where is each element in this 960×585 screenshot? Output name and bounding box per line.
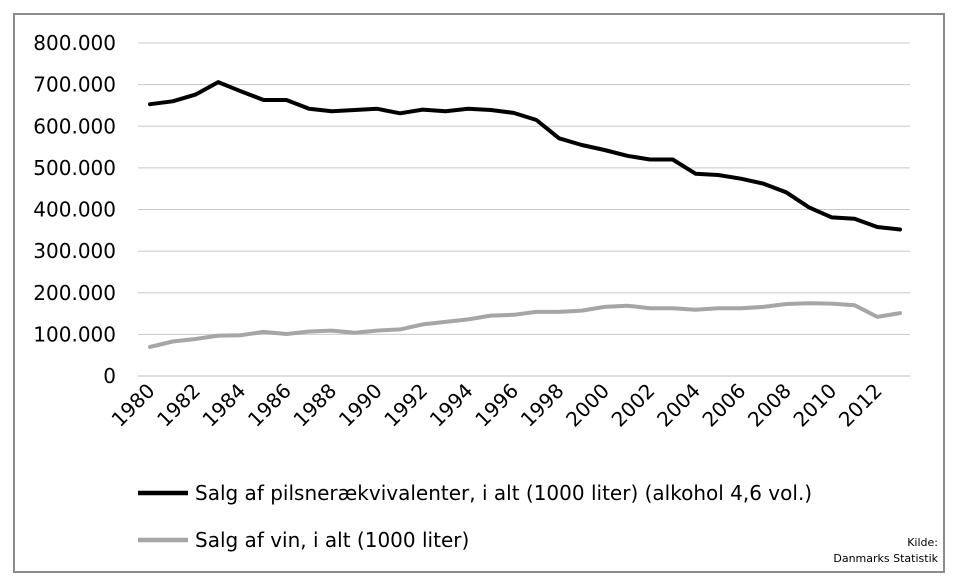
grid-lines [138, 42, 910, 377]
source-label: Kilde: [907, 536, 938, 549]
series-line-beer [148, 80, 902, 232]
x-tick-label: 2012 [834, 379, 887, 432]
x-tick-label: 2002 [607, 379, 660, 432]
x-tick-label: 1986 [243, 379, 296, 432]
legend-label-beer: Salg af pilsnerækvivalenter, i alt (1000… [195, 481, 812, 505]
series-lines [148, 80, 902, 349]
source-text: Danmarks Statistik [833, 552, 938, 565]
x-tick-label: 1988 [288, 379, 341, 432]
x-tick-label: 1998 [516, 379, 569, 432]
y-tick-label: 300.000 [33, 239, 116, 263]
y-tick-label: 200.000 [33, 281, 116, 305]
y-axis-tick-labels: 0 100.000 200.000 300.000 400.000 500.000 600.… [33, 31, 116, 388]
y-tick-label: 700.000 [33, 73, 116, 97]
x-tick-label: 1990 [334, 379, 387, 432]
y-tick-label: 0 [103, 364, 116, 388]
series-line-wine [148, 301, 902, 349]
x-axis-tick-labels: 1980198219841986198819901992199419961998… [107, 379, 887, 432]
y-tick-label: 100.000 [33, 322, 116, 346]
x-tick-label: 2006 [697, 379, 750, 432]
y-tick-label: 800.000 [33, 31, 116, 55]
x-tick-label: 1994 [425, 379, 478, 432]
x-tick-label: 2000 [561, 379, 614, 432]
y-tick-label: 400.000 [33, 198, 116, 222]
y-tick-label: 600.000 [33, 114, 116, 138]
x-tick-label: 2004 [652, 379, 705, 432]
x-tick-label: 1996 [470, 379, 523, 432]
x-tick-label: 1982 [152, 379, 205, 432]
x-tick-label: 1992 [379, 379, 432, 432]
x-tick-label: 2010 [788, 379, 841, 432]
x-tick-label: 2008 [743, 379, 796, 432]
x-tick-label: 1984 [197, 379, 250, 432]
source-note: Kilde: Danmarks Statistik [833, 536, 938, 565]
y-tick-label: 500.000 [33, 156, 116, 180]
legend-label-wine: Salg af vin, i alt (1000 liter) [195, 528, 469, 552]
legend: Salg af pilsnerækvivalenter, i alt (1000… [138, 481, 812, 552]
